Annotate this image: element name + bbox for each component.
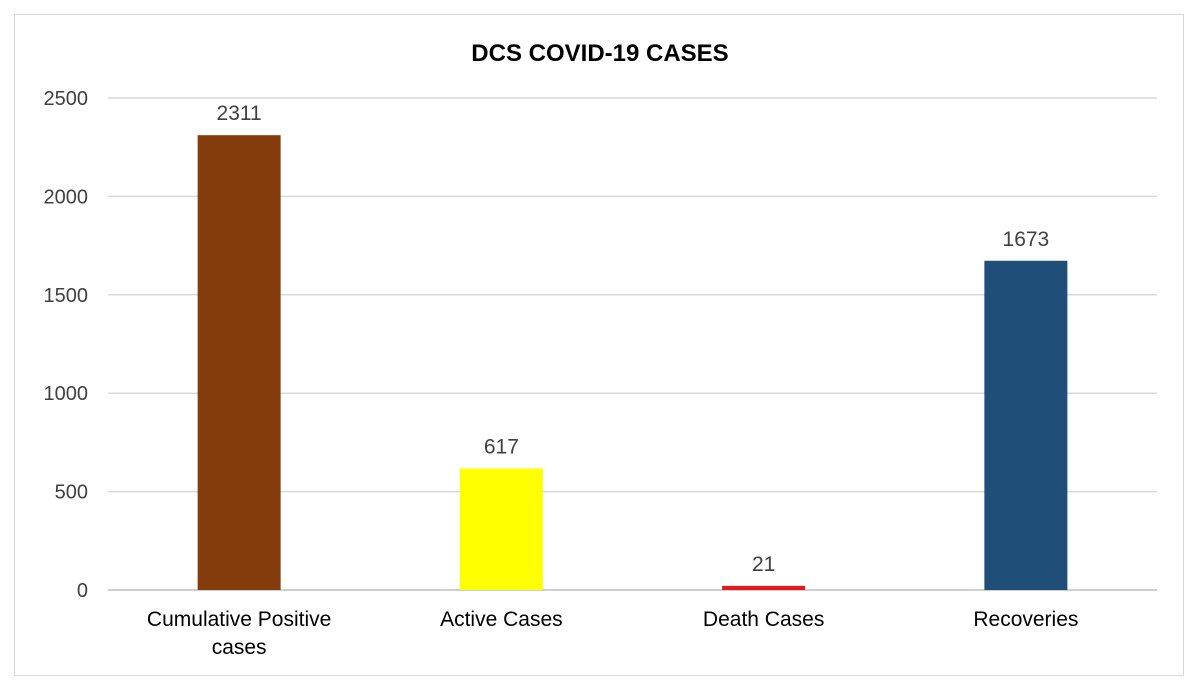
bar — [984, 260, 1068, 590]
y-tick-label: 2500 — [44, 88, 89, 110]
y-tick-label: 2000 — [44, 186, 89, 208]
y-tick-label: 1000 — [44, 383, 89, 405]
y-axis-ticks: 0 500 1000 1500 2000 2500 — [44, 88, 89, 602]
data-label: 21 — [752, 553, 775, 576]
category-label: Death Cases — [703, 608, 824, 631]
category-label: Cumulative Positive cases — [147, 608, 331, 659]
bar — [197, 135, 281, 591]
data-label: 2311 — [217, 102, 262, 125]
data-label: 617 — [484, 436, 519, 459]
chart-title: DCS COVID-19 CASES — [471, 40, 728, 67]
y-tick-label: 500 — [55, 482, 88, 504]
y-tick-label: 1500 — [44, 285, 89, 307]
data-label: 1673 — [1003, 228, 1050, 251]
bar — [722, 585, 806, 590]
y-tick-label: 0 — [77, 580, 88, 602]
category-labels: Cumulative Positive cases Active Cases Deat… — [147, 608, 1078, 659]
data-labels: 2311 617 21 1673 — [217, 102, 1050, 576]
bars — [197, 135, 1068, 591]
gridlines — [108, 97, 1157, 591]
bar — [459, 468, 543, 590]
category-label: Recoveries — [973, 608, 1078, 631]
category-label: Active Cases — [440, 608, 563, 631]
